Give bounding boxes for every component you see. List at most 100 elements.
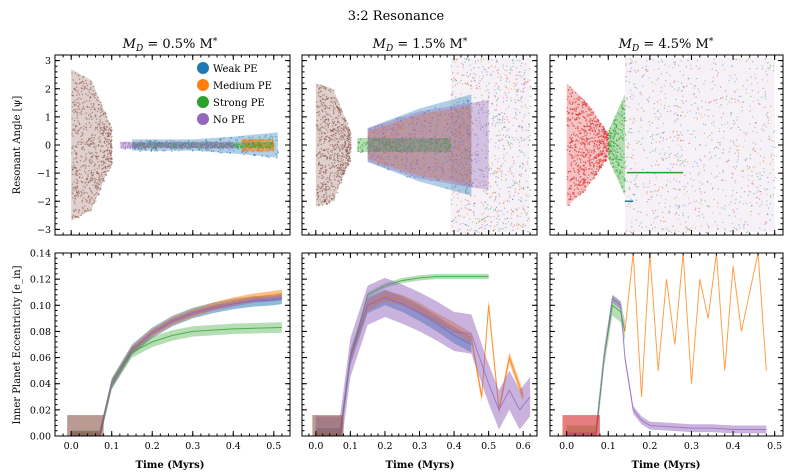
series-point-early-scatter (84, 164, 86, 166)
chaotic-point (472, 128, 474, 131)
series-point-no-pe (169, 146, 172, 148)
chaotic-point (512, 198, 514, 200)
series-point-weak-pe (150, 149, 152, 152)
chaotic-point (512, 184, 514, 187)
series-point-no-pe (471, 160, 473, 162)
series-point-early-scatter (328, 196, 331, 198)
series-point-early-scatter (99, 149, 102, 152)
series-point-early-scatter (341, 110, 343, 113)
series-point-early-scatter (80, 138, 83, 141)
chaotic-point (496, 104, 498, 106)
series-point-early-scatter (316, 111, 318, 114)
series-point-early-scatter (346, 155, 348, 158)
series-point-no-pe (178, 145, 180, 147)
series-point-early-scatter (339, 112, 342, 114)
chaotic-point (758, 178, 760, 180)
series-point-no-pe (485, 133, 488, 135)
series-point-strong-pe (251, 143, 253, 145)
chaotic-point (470, 155, 472, 157)
chaotic-point (733, 227, 735, 229)
series-point-early-scatter (328, 89, 330, 91)
chaotic-point (518, 173, 521, 176)
series-point-early-scatter (91, 171, 93, 174)
series-point-early-scatter (327, 148, 330, 150)
chaotic-point (506, 140, 508, 142)
series-point-strong-pe (357, 146, 359, 149)
series-point-weak-pe (173, 140, 175, 143)
series-point-early-scatter (341, 130, 343, 132)
chaotic-point (732, 209, 734, 212)
chaotic-point (466, 175, 468, 177)
series-point-weak-pe (201, 141, 204, 143)
series-point-no-pe (403, 164, 406, 166)
chaotic-point (508, 200, 511, 203)
series-point-early-scatter (331, 134, 333, 137)
series-point-early-scatter (340, 179, 343, 181)
chaotic-point (672, 225, 674, 228)
chaotic-point (519, 111, 521, 114)
series-point-strong-pe (420, 143, 422, 145)
series-point-early-scatter (92, 90, 94, 92)
chaotic-point (666, 180, 668, 182)
series-point-strong-pe (409, 147, 411, 149)
chaotic-point (504, 136, 507, 138)
series-point-strong-pe (385, 142, 387, 144)
chaotic-point (507, 221, 510, 223)
series-point-strong-pe (394, 148, 396, 150)
chaotic-point (706, 180, 709, 183)
chaotic-point (518, 141, 521, 144)
chaotic-point (491, 124, 494, 126)
chaotic-point (731, 195, 733, 197)
series-point-early-scatter (337, 175, 339, 178)
series-point-early-scatter (71, 101, 74, 104)
series-point-early-scatter (344, 124, 346, 127)
series-point-strong-pe (365, 143, 367, 145)
chaotic-point (452, 93, 454, 95)
series-point-no-pe (390, 148, 392, 151)
title-2-mid: = 4.5% M (639, 37, 709, 52)
chaotic-point (512, 229, 514, 231)
series-point-no-pe (214, 146, 216, 148)
chaotic-point (501, 119, 503, 122)
series-point-weak-pe (207, 148, 210, 151)
series-point-early-scatter (337, 160, 340, 163)
series-point-medium-pe (270, 147, 272, 149)
chaotic-point (707, 206, 709, 208)
series-point-early-scatter (76, 190, 78, 192)
chaotic-point (487, 204, 489, 206)
series-point-early-scatter (91, 143, 93, 145)
chaotic-point (736, 145, 738, 147)
series-point-no-pe (425, 127, 427, 129)
chaotic-point (456, 58, 458, 60)
series-point-weak-pe (429, 130, 431, 132)
series-point-weak-pe (221, 151, 223, 154)
series-point-early-scatter (340, 135, 342, 138)
series-point-medium-pe (457, 148, 460, 150)
chaotic-point (673, 81, 675, 84)
chaotic-point (505, 174, 507, 176)
chaotic-point (453, 219, 455, 221)
series-point-early-scatter (97, 100, 99, 102)
series-point-medium-pe (458, 163, 460, 165)
series-point-weak-pe (164, 143, 167, 146)
series-point-early-scatter (107, 153, 109, 155)
chaotic-point (483, 176, 485, 178)
series-point-no-pe (230, 144, 233, 147)
chaotic-point (477, 150, 479, 152)
series-point-no-pe (379, 157, 381, 160)
series-point-weak-pe (247, 142, 249, 144)
chaotic-point (732, 142, 735, 144)
series-point-early-scatter (327, 118, 330, 121)
series-point-early-scatter (342, 123, 344, 126)
series-point-early-scatter (324, 119, 326, 122)
series-point-weak-pe (376, 145, 378, 148)
series-point-early-scatter (332, 130, 334, 133)
chaotic-point (632, 157, 634, 159)
series-point-weak-pe (184, 142, 186, 144)
series-point-weak-pe (178, 141, 181, 143)
series-point-no-pe (418, 118, 420, 121)
series-point-no-pe (439, 113, 441, 116)
series-point-early-scatter (81, 181, 84, 184)
series-point-strong-pe (269, 147, 271, 149)
series-point-weak-pe (206, 149, 208, 151)
